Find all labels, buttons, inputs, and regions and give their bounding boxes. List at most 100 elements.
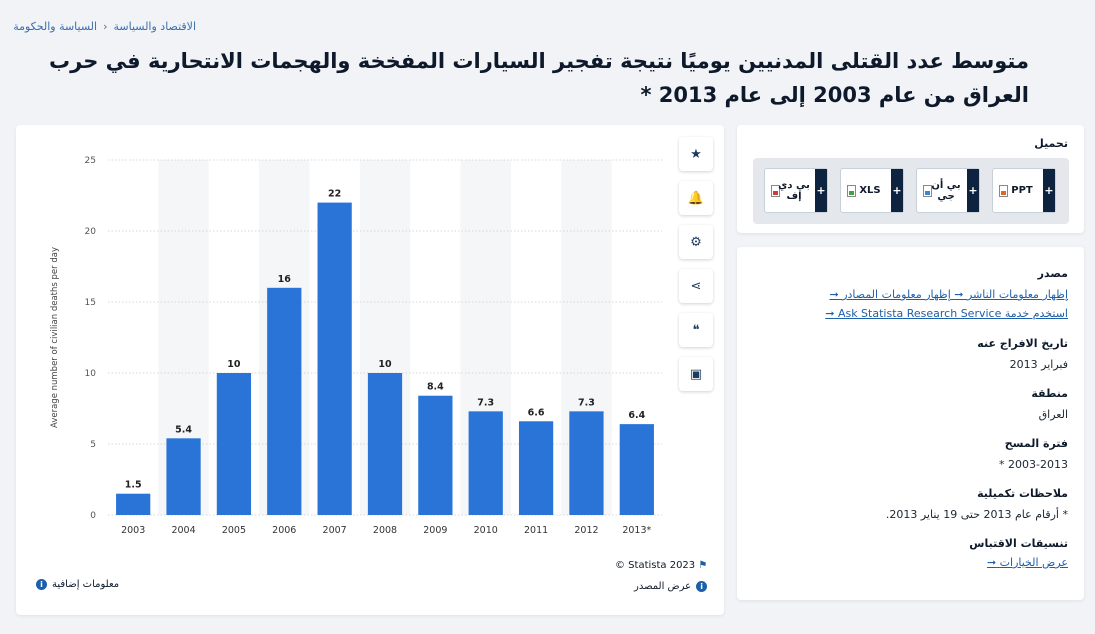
download-buttons: بي دي إف + XLS + بي أن جي + PPT + xyxy=(753,158,1069,224)
bar xyxy=(116,493,151,515)
publisher-link-label: إظهار معلومات الناشر xyxy=(966,288,1068,301)
download-ppt-button[interactable]: PPT + xyxy=(992,168,1056,213)
quote-icon[interactable]: ❝ xyxy=(679,313,713,347)
download-xls-button[interactable]: XLS + xyxy=(840,168,904,213)
bar-value-label: 7.3 xyxy=(477,397,494,408)
x-tick-label: 2012 xyxy=(574,525,598,536)
bar-value-label: 7.3 xyxy=(578,397,595,408)
more-info-link[interactable]: معلومات إضافية i xyxy=(36,579,119,590)
y-tick-label: 10 xyxy=(85,369,97,379)
bar-value-label: 6.6 xyxy=(528,407,545,418)
notes-value: * أرقام عام 2013 حتى 19 يناير 2013. xyxy=(885,508,1068,521)
x-tick-label: 2010 xyxy=(474,525,498,536)
sources-link-label[interactable]: إظهار معلومات المصادر xyxy=(842,288,951,301)
info-icon: i xyxy=(36,579,47,590)
bar-value-label: 22 xyxy=(328,189,341,200)
bar xyxy=(267,287,302,515)
citation-heading: تنسيقات الاقتباس xyxy=(969,537,1068,550)
x-tick-label: 2011 xyxy=(524,525,548,536)
source-heading: مصدر xyxy=(1037,267,1068,280)
source-card: مصدر إظهار معلومات الناشر ➞ إظهار معلوما… xyxy=(737,247,1084,600)
bar xyxy=(569,411,604,515)
share-icon[interactable]: ⋖ xyxy=(679,269,713,303)
show-source-label: عرض المصدر xyxy=(634,581,692,592)
png-file-icon xyxy=(923,185,932,197)
research-service-link[interactable]: استخدم خدمة Ask Statista Research Servic… xyxy=(825,307,1068,320)
flag-icon: ⚑ xyxy=(698,560,708,571)
y-tick-label: 20 xyxy=(85,227,97,237)
x-tick-label: 2013* xyxy=(622,525,651,536)
period-value: 2003-2013 * xyxy=(999,458,1068,471)
bar-chart: 0 5 10 15 20 25 Average number of civilian dea… xyxy=(50,156,662,536)
bar xyxy=(367,373,403,515)
release-section: تاريخ الافراج عنه فبراير 2013 xyxy=(977,337,1068,371)
x-tick-label: 2009 xyxy=(423,525,447,536)
more-info-label: معلومات إضافية xyxy=(52,579,120,590)
download-title: تحميل xyxy=(1034,137,1068,150)
x-tick-label: 2003 xyxy=(121,525,145,536)
region-section: منطقة العراق xyxy=(1031,387,1068,421)
bar-value-label: 1.5 xyxy=(125,480,142,491)
region-value: العراق xyxy=(1038,408,1068,421)
download-pdf-label: بي دي إف xyxy=(778,179,810,202)
star-icon[interactable]: ★ xyxy=(679,137,713,171)
download-pdf-button[interactable]: بي دي إف + xyxy=(764,168,828,213)
bar xyxy=(216,373,252,515)
y-tick-label: 25 xyxy=(85,156,96,166)
x-tick-label: 2008 xyxy=(373,525,397,536)
notes-heading: ملاحظات تكميلية xyxy=(977,487,1068,500)
info-icon: i xyxy=(696,581,708,592)
arrow-right-icon: ➞ xyxy=(825,307,835,320)
x-tick-label: 2005 xyxy=(222,525,246,536)
y-tick-label: 0 xyxy=(90,511,96,521)
plus-icon: + xyxy=(815,169,827,212)
download-png-button[interactable]: بي أن جي + xyxy=(916,168,980,213)
bar-value-label: 8.4 xyxy=(427,382,444,393)
bar xyxy=(418,395,453,515)
release-heading: تاريخ الافراج عنه xyxy=(977,337,1068,350)
bar xyxy=(317,202,352,515)
research-link-label: استخدم خدمة Ask Statista Research Servic… xyxy=(837,307,1068,320)
citation-section: تنسيقات الاقتباس عرض الخيارات ➞ xyxy=(969,537,1068,569)
bar-value-label: 6.4 xyxy=(628,410,645,421)
view-options-link[interactable]: عرض الخيارات ➞ xyxy=(969,556,1068,569)
x-tick-label: 2006 xyxy=(272,525,296,536)
breadcrumb-item-economy[interactable]: الاقتصاد والسياسة xyxy=(113,20,196,33)
bar xyxy=(518,421,554,515)
ppt-file-icon xyxy=(999,185,1008,197)
arrow-right-icon: ➞ xyxy=(986,556,997,569)
statista-copyright[interactable]: © Statista 2023 ⚑ xyxy=(615,560,707,571)
bar xyxy=(166,438,201,515)
breadcrumb-separator: ‹ xyxy=(103,20,108,33)
x-tick-label: 2007 xyxy=(323,525,347,536)
bar-value-label: 10 xyxy=(227,359,241,370)
breadcrumb-item-politics[interactable]: السياسة والحكومة xyxy=(13,20,98,33)
chart-card: 0 5 10 15 20 25 Average number of civilian dea… xyxy=(16,125,724,615)
download-ppt-label: PPT xyxy=(1011,185,1033,196)
show-publisher-link[interactable]: إظهار معلومات الناشر ➞ إظهار معلومات الم… xyxy=(825,288,1069,301)
chart-footer: © Statista 2023 ⚑ i عرض المصدر معلومات إ… xyxy=(16,557,724,615)
arrow-right-icon: ➞ xyxy=(954,288,964,301)
region-heading: منطقة xyxy=(1031,387,1068,400)
breadcrumb: الاقتصاد والسياسة ‹ السياسة والحكومة xyxy=(13,20,196,33)
bar xyxy=(619,424,654,515)
source-section: مصدر إظهار معلومات الناشر ➞ إظهار معلوما… xyxy=(825,267,1068,320)
pdf-file-icon xyxy=(771,185,780,197)
notes-section: ملاحظات تكميلية * أرقام عام 2013 حتى 19 … xyxy=(886,487,1068,521)
period-section: فترة المسح 2003-2013 * xyxy=(999,437,1068,471)
download-card: تحميل بي دي إف + XLS + بي أن جي + PPT + xyxy=(737,125,1084,233)
page-title: متوسط عدد القتلى المدنيين يوميًا نتيجة ت… xyxy=(49,49,1029,107)
gear-icon[interactable]: ⚙ xyxy=(679,225,713,259)
bar-value-label: 5.4 xyxy=(175,424,192,435)
plus-icon: + xyxy=(967,169,979,212)
y-tick-label: 5 xyxy=(90,440,96,450)
bell-icon[interactable]: 🔔 xyxy=(679,181,713,215)
print-icon[interactable]: ▣ xyxy=(679,357,713,391)
xls-file-icon xyxy=(847,185,856,197)
download-xls-label: XLS xyxy=(859,185,881,196)
period-heading: فترة المسح xyxy=(1004,437,1068,450)
bar-value-label: 16 xyxy=(278,274,292,285)
bar xyxy=(468,411,503,515)
download-png-label: بي أن جي xyxy=(931,179,961,202)
show-source-link[interactable]: i عرض المصدر xyxy=(634,581,708,592)
